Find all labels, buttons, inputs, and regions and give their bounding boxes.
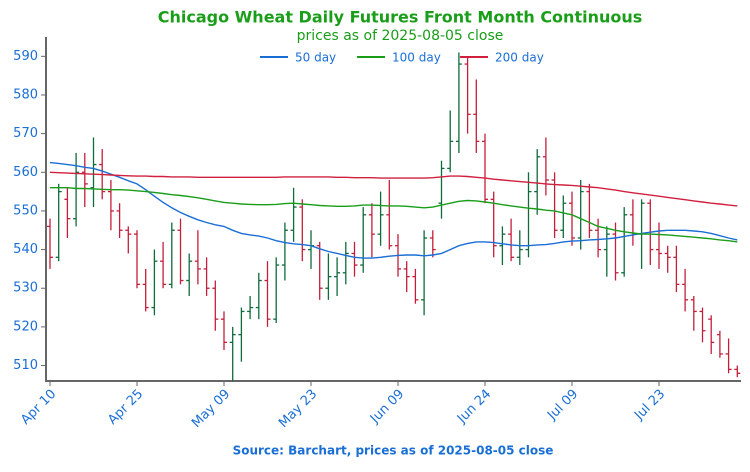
- moving-average-line: [50, 187, 738, 243]
- y-tick-label: 530: [13, 281, 38, 296]
- y-tick-label: 570: [13, 126, 38, 141]
- x-tick-label: May 09: [189, 387, 233, 431]
- legend-label: 200 day: [495, 51, 544, 65]
- x-tick-label: Jul 23: [631, 387, 668, 424]
- x-tick-label: Jul 09: [544, 387, 581, 424]
- y-tick-label: 520: [13, 319, 38, 334]
- legend-label: 50 day: [295, 51, 336, 65]
- chart-title: Chicago Wheat Daily Futures Front Month …: [158, 8, 643, 27]
- y-tick-label: 510: [13, 358, 38, 373]
- x-tick-label: Apr 10: [18, 387, 59, 428]
- chart-subtitle: prices as of 2025-08-05 close: [297, 28, 504, 44]
- y-tick-label: 540: [13, 242, 38, 257]
- x-tick-label: May 23: [276, 387, 320, 431]
- x-tick-label: Jun 24: [454, 387, 494, 427]
- x-tick-label: Apr 25: [105, 387, 146, 428]
- source-note: Source: Barchart, prices as of 2025-08-0…: [233, 444, 554, 458]
- legend-label: 100 day: [392, 51, 441, 65]
- y-tick-label: 590: [13, 49, 38, 64]
- y-tick-label: 550: [13, 203, 38, 218]
- moving-average-line: [49, 161, 738, 259]
- y-tick-label: 560: [13, 165, 38, 180]
- x-tick-label: Jun 09: [367, 387, 407, 427]
- y-tick-label: 580: [13, 87, 38, 102]
- moving-average-line: [49, 171, 738, 207]
